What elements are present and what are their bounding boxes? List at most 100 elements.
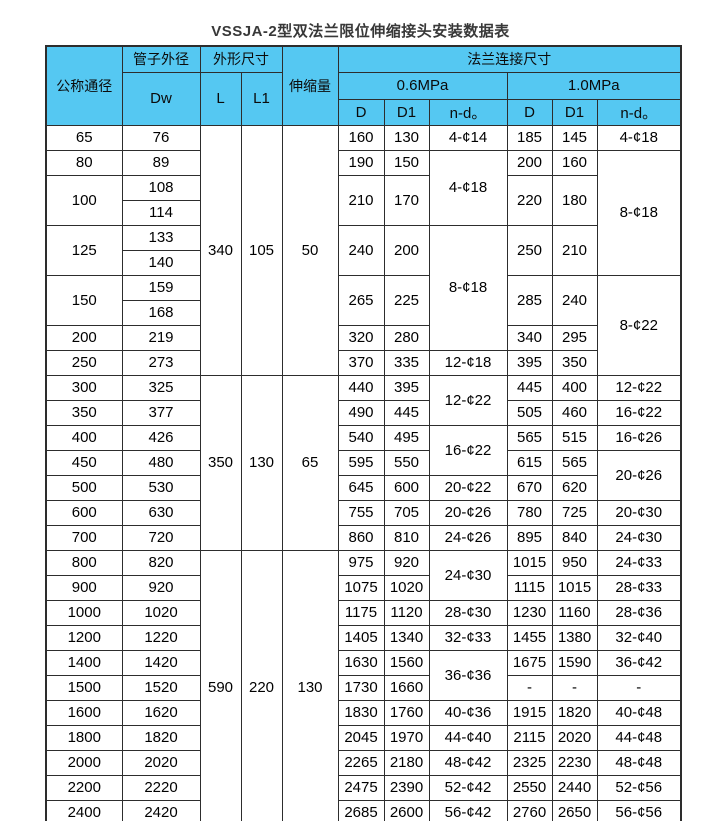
table-cell: 1175 bbox=[337, 599, 385, 626]
table-cell: 2200 bbox=[45, 774, 123, 801]
table-cell: 2000 bbox=[45, 749, 123, 776]
table-cell: 445 bbox=[383, 399, 430, 426]
table-cell: 320 bbox=[337, 324, 385, 351]
table-cell: 1420 bbox=[121, 649, 201, 676]
table-cell: 400 bbox=[45, 424, 123, 451]
header-pipe-outer-diameter: 管子外径 bbox=[121, 45, 201, 73]
header-nominal-diameter: 公称通径 bbox=[45, 45, 123, 126]
table-cell: 2685 bbox=[337, 799, 385, 821]
table-cell: 220 bbox=[240, 549, 283, 821]
table-cell: 240 bbox=[551, 274, 598, 326]
table-cell: 480 bbox=[121, 449, 201, 476]
table-cell: 12-¢22 bbox=[428, 374, 508, 426]
table-cell: 44-¢40 bbox=[428, 724, 508, 751]
header-nd-10: n-d。 bbox=[596, 98, 682, 126]
table-cell: 810 bbox=[383, 524, 430, 551]
table-cell: 220 bbox=[506, 174, 553, 226]
table-cell: 300 bbox=[45, 374, 123, 401]
table-row: 2000 2020 2265 2180 48-¢42 2325 2230 48-¢48 bbox=[45, 749, 682, 776]
table-cell: 445 bbox=[506, 374, 553, 401]
table-cell: 1520 bbox=[121, 674, 201, 701]
table-cell: 325 bbox=[121, 374, 201, 401]
table-cell: 145 bbox=[551, 124, 598, 151]
table-cell: 595 bbox=[337, 449, 385, 476]
table-cell: 780 bbox=[506, 499, 553, 526]
table-cell: 2390 bbox=[383, 774, 430, 801]
table-cell: 2475 bbox=[337, 774, 385, 801]
table-cell: 56-¢42 bbox=[428, 799, 508, 821]
table-cell: 2220 bbox=[121, 774, 201, 801]
table-cell: 495 bbox=[383, 424, 430, 451]
table-cell: 975 bbox=[337, 549, 385, 576]
table-cell: 4-¢14 bbox=[428, 124, 508, 151]
table-row: 65 76 340 105 50 160 130 4-¢14 185 145 4-¢18 bbox=[45, 124, 682, 376]
table-cell: 130 bbox=[383, 124, 430, 151]
table-row: 800 820 590 220 130 975 920 24-¢30 1015 950 24-¢33 bbox=[45, 549, 682, 821]
table-cell: 450 bbox=[45, 449, 123, 476]
table-cell: 840 bbox=[551, 524, 598, 551]
table-cell: - bbox=[596, 674, 682, 701]
table-cell: 76 bbox=[121, 124, 201, 151]
table-cell: 20-¢26 bbox=[428, 499, 508, 526]
table-cell: 114 bbox=[121, 199, 201, 226]
header-l1: L1 bbox=[240, 71, 283, 126]
table-cell: 1560 bbox=[383, 649, 430, 676]
table-cell: 24-¢33 bbox=[596, 549, 682, 576]
table-cell: 1600 bbox=[45, 699, 123, 726]
table-cell: 36-¢42 bbox=[596, 649, 682, 676]
table-cell: 65 bbox=[281, 374, 339, 551]
table-cell: 2650 bbox=[551, 799, 598, 821]
table-cell: 20-¢22 bbox=[428, 474, 508, 501]
table-cell: 395 bbox=[506, 349, 553, 376]
table-row: 900 920 1075 1020 1115 1015 28-¢33 bbox=[45, 574, 682, 601]
table-cell: 50 bbox=[281, 124, 339, 376]
header-pressure-06mpa: 0.6MPa bbox=[337, 71, 508, 100]
table-cell: - bbox=[551, 674, 598, 701]
table-cell: 600 bbox=[45, 499, 123, 526]
table-row: 200 219 320 280 340 295 bbox=[45, 324, 681, 351]
header-d1-06: D1 bbox=[383, 98, 430, 126]
table-cell: 2020 bbox=[551, 724, 598, 751]
table-cell: 725 bbox=[551, 499, 598, 526]
table-header: 公称通径 管子外径 外形尺寸 伸缩量 法兰连接尺寸 Dw L L1 0.6MPa… bbox=[45, 45, 682, 126]
table-cell: 2180 bbox=[383, 749, 430, 776]
header-d1-10: D1 bbox=[551, 98, 598, 126]
table-cell: 168 bbox=[121, 299, 201, 326]
table-cell: 12-¢18 bbox=[428, 349, 508, 376]
table-cell: 160 bbox=[551, 149, 598, 176]
table-cell: 100 bbox=[45, 174, 123, 226]
table-cell: 8-¢22 bbox=[596, 274, 682, 376]
installation-data-table: 公称通径 管子外径 外形尺寸 伸缩量 法兰连接尺寸 Dw L L1 0.6MPa… bbox=[45, 45, 682, 821]
table-cell: 24-¢30 bbox=[428, 549, 508, 601]
table-cell: 280 bbox=[383, 324, 430, 351]
table-cell: 20-¢30 bbox=[596, 499, 682, 526]
table-cell: 48-¢48 bbox=[596, 749, 682, 776]
table-row: 500 530 645 600 20-¢22 670 620 bbox=[45, 474, 681, 501]
table-cell: 2420 bbox=[121, 799, 201, 821]
table-cell: 210 bbox=[551, 224, 598, 276]
table-cell: 1455 bbox=[506, 624, 553, 651]
table-cell: 4-¢18 bbox=[428, 149, 508, 226]
table-cell: 950 bbox=[551, 549, 598, 576]
table-cell: 2265 bbox=[337, 749, 385, 776]
table-cell: 130 bbox=[281, 549, 339, 821]
table-cell: 565 bbox=[551, 449, 598, 476]
table-cell: 240 bbox=[337, 224, 385, 276]
header-l: L bbox=[199, 71, 242, 126]
table-cell: 705 bbox=[383, 499, 430, 526]
table-cell: 920 bbox=[383, 549, 430, 576]
header-row-3: D D1 n-d。 D D1 n-d。 bbox=[46, 98, 682, 126]
table-cell: 500 bbox=[45, 474, 123, 501]
header-row-1: 公称通径 管子外径 外形尺寸 伸缩量 法兰连接尺寸 bbox=[45, 45, 682, 126]
table-cell: 210 bbox=[337, 174, 385, 226]
table-cell: 1760 bbox=[383, 699, 430, 726]
table-cell: 8-¢18 bbox=[428, 224, 508, 351]
table-cell: 52-¢42 bbox=[428, 774, 508, 801]
table-cell: 395 bbox=[383, 374, 430, 401]
table-cell: 820 bbox=[121, 549, 201, 576]
header-dw: Dw bbox=[121, 71, 201, 126]
table-cell: 860 bbox=[337, 524, 385, 551]
table-cell: 8-¢18 bbox=[596, 149, 682, 276]
table-cell: 1115 bbox=[506, 574, 553, 601]
table-cell: 108 bbox=[121, 174, 201, 201]
